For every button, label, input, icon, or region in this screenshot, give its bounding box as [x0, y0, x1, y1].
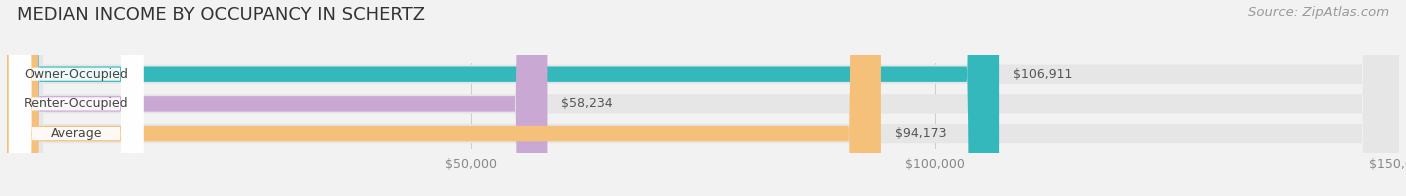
FancyBboxPatch shape — [7, 0, 1399, 196]
Text: $94,173: $94,173 — [894, 127, 946, 140]
FancyBboxPatch shape — [7, 0, 547, 196]
FancyBboxPatch shape — [8, 0, 143, 196]
Text: Renter-Occupied: Renter-Occupied — [24, 97, 128, 110]
Text: $58,234: $58,234 — [561, 97, 613, 110]
Text: Owner-Occupied: Owner-Occupied — [24, 68, 128, 81]
FancyBboxPatch shape — [8, 0, 143, 196]
FancyBboxPatch shape — [7, 0, 1000, 196]
Text: Average: Average — [51, 127, 101, 140]
FancyBboxPatch shape — [8, 0, 143, 196]
Text: MEDIAN INCOME BY OCCUPANCY IN SCHERTZ: MEDIAN INCOME BY OCCUPANCY IN SCHERTZ — [17, 6, 425, 24]
FancyBboxPatch shape — [7, 0, 1399, 196]
FancyBboxPatch shape — [7, 0, 882, 196]
Text: Source: ZipAtlas.com: Source: ZipAtlas.com — [1249, 6, 1389, 19]
Text: $106,911: $106,911 — [1014, 68, 1073, 81]
FancyBboxPatch shape — [7, 0, 1399, 196]
